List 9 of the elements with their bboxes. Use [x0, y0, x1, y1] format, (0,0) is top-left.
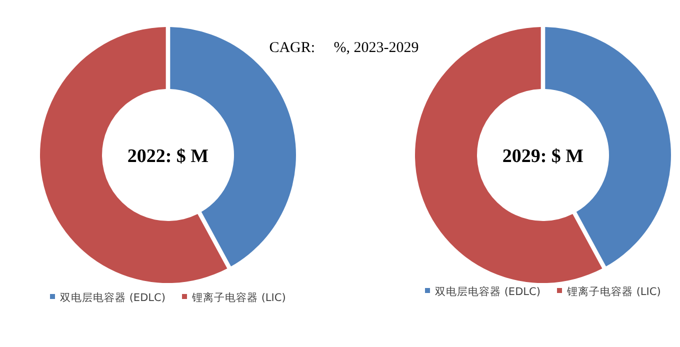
legend-label: 双电层电容器 (EDLC) — [435, 285, 540, 298]
legend-label: 锂离子电容器 (LIC) — [191, 291, 286, 304]
donut-slice — [545, 27, 671, 266]
text: CAGR: %, 2023-2029 — [269, 40, 419, 56]
donut-slice — [40, 27, 228, 283]
legend-label: 锂离子电容器 (LIC) — [566, 285, 661, 298]
text: 2022: $ M — [127, 146, 209, 167]
text: 2029: $ M — [502, 146, 584, 167]
legend-label: 双电层电容器 (EDLC) — [60, 291, 166, 304]
